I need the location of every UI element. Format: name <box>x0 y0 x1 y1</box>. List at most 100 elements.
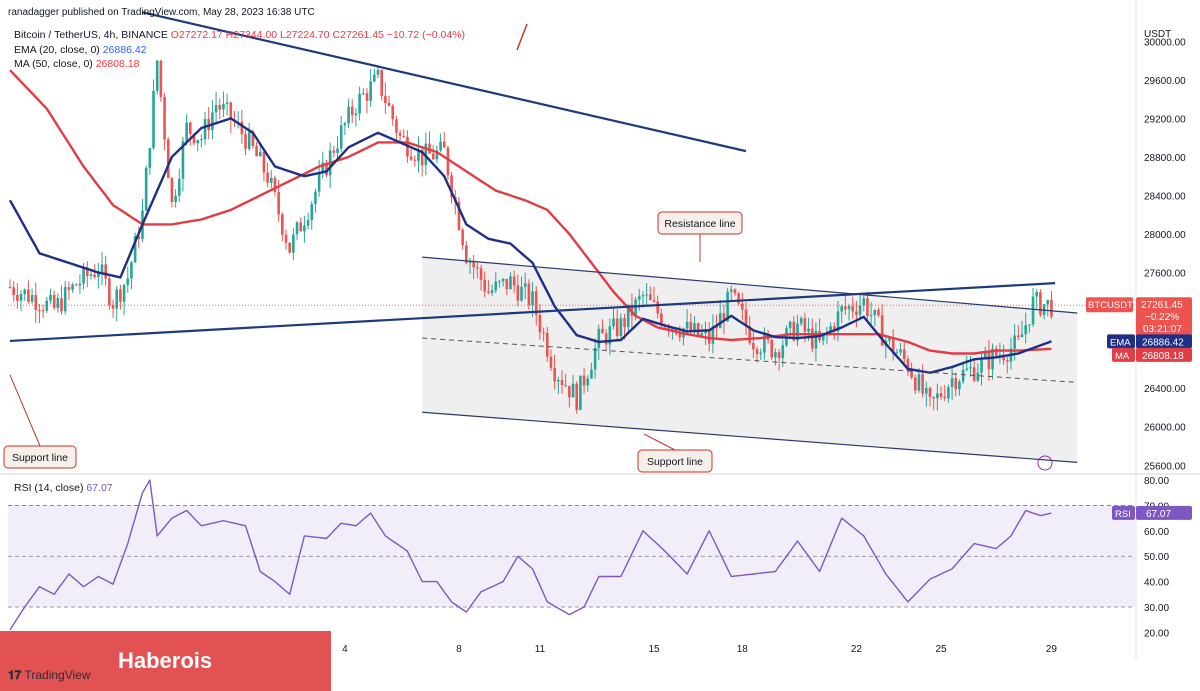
candle-body <box>144 167 148 211</box>
candle-body <box>155 60 159 91</box>
candle-body <box>472 261 475 268</box>
trendline-0 <box>142 11 747 153</box>
candle-body <box>321 162 325 173</box>
candle-body <box>527 283 531 306</box>
candle-body <box>63 287 67 312</box>
candle-body <box>645 294 648 296</box>
candle-body <box>961 369 965 382</box>
rsi-tick-0: 80.00 <box>1144 476 1169 487</box>
ema-tag-bg <box>1107 334 1135 349</box>
candle-body <box>590 369 593 379</box>
price-tick-2: 29200.00 <box>1144 114 1186 125</box>
candle-body <box>137 236 141 240</box>
candle-body <box>906 358 910 371</box>
candle-body <box>792 321 796 341</box>
candle-body <box>943 396 947 399</box>
rsi-tick-6: 20.00 <box>1144 628 1169 639</box>
candle-body <box>295 222 299 235</box>
candle-body <box>222 103 225 110</box>
candle-body <box>549 356 553 368</box>
candle-body <box>225 102 229 104</box>
candle-body <box>678 333 682 338</box>
candle-body <box>623 318 626 327</box>
candle-body <box>343 123 347 126</box>
candle-body <box>763 334 766 353</box>
candle-body <box>446 147 450 176</box>
rsi-legend[interactable]: RSI (14, close) 67.07 <box>14 482 113 494</box>
candle-body <box>498 281 501 283</box>
candle-body <box>192 133 196 144</box>
candle-body <box>729 289 733 292</box>
candle-body <box>369 81 372 101</box>
rsi-legend-value: 67.07 <box>86 482 113 494</box>
candle-body <box>983 352 987 359</box>
candle-body <box>255 146 258 157</box>
candle-body <box>718 313 722 329</box>
rsi-label: RSI (14, close) <box>14 482 84 494</box>
candle-body <box>821 332 825 341</box>
ma-tag-bg <box>1112 347 1135 362</box>
candle-body <box>258 151 262 157</box>
candle-body <box>303 225 306 232</box>
price-tick-0: 30000.00 <box>1144 37 1186 48</box>
candle-body <box>579 375 582 410</box>
candle-body <box>413 159 417 161</box>
candle-body <box>869 315 873 317</box>
candle-body <box>840 306 843 312</box>
candle-body <box>78 283 82 286</box>
candle-body <box>16 295 19 301</box>
price-tick-10: 26000.00 <box>1144 423 1186 434</box>
candle-body <box>895 352 899 354</box>
candle-body <box>671 327 674 331</box>
candle-body <box>60 298 63 312</box>
ema-label: EMA (20, close, 0) <box>14 44 100 56</box>
candle-body <box>431 153 435 160</box>
trendline-4 <box>422 411 1078 463</box>
candle-body <box>306 220 310 226</box>
ema-legend[interactable]: EMA (20, close, 0) 26886.42 <box>14 44 147 56</box>
candle-body <box>910 370 913 378</box>
candle-body <box>534 291 538 315</box>
support-callout-bottom-text: Support line <box>647 456 703 468</box>
candle-body <box>41 310 45 312</box>
candle-body <box>181 141 185 179</box>
time-tick-9: 25 <box>935 644 947 655</box>
candle-body <box>332 150 336 153</box>
price-tick-1: 29600.00 <box>1144 76 1186 87</box>
ema20-line <box>8 117 1052 374</box>
rsi-tick-3: 50.00 <box>1144 552 1169 563</box>
candle-body <box>788 321 792 329</box>
candle-body <box>468 261 472 263</box>
candle-body <box>133 236 137 263</box>
candle-body <box>461 229 464 246</box>
rsi-tick-5: 30.00 <box>1144 603 1169 614</box>
ema-value-bg <box>1136 334 1192 349</box>
candle-body <box>1028 324 1031 326</box>
candle-body <box>108 278 111 305</box>
time-tick-5: 11 <box>535 644 546 655</box>
support-callout-left: Support line <box>3 374 77 469</box>
candle-body <box>649 294 652 300</box>
candle-body <box>833 326 836 332</box>
candle-body <box>170 178 174 202</box>
candle-body <box>49 294 52 301</box>
candle-body <box>476 267 479 269</box>
candle-body <box>987 352 991 370</box>
candle-body <box>126 278 130 285</box>
ma-legend[interactable]: MA (50, close, 0) 26808.18 <box>14 58 140 70</box>
candle-body <box>902 349 906 359</box>
candle-body <box>218 104 222 110</box>
candle-body <box>641 295 645 297</box>
candle-body <box>693 323 696 332</box>
candle-body <box>189 122 192 134</box>
ema-legend-value: 26886.42 <box>102 44 147 56</box>
annotation-arrow <box>516 23 528 51</box>
candle-body <box>858 305 862 315</box>
candle-body <box>1024 325 1027 335</box>
trendline-1 <box>9 282 1056 343</box>
candle-body <box>365 93 369 101</box>
candle-body <box>851 306 855 312</box>
candle-body <box>741 303 744 310</box>
candle-body <box>656 301 659 314</box>
